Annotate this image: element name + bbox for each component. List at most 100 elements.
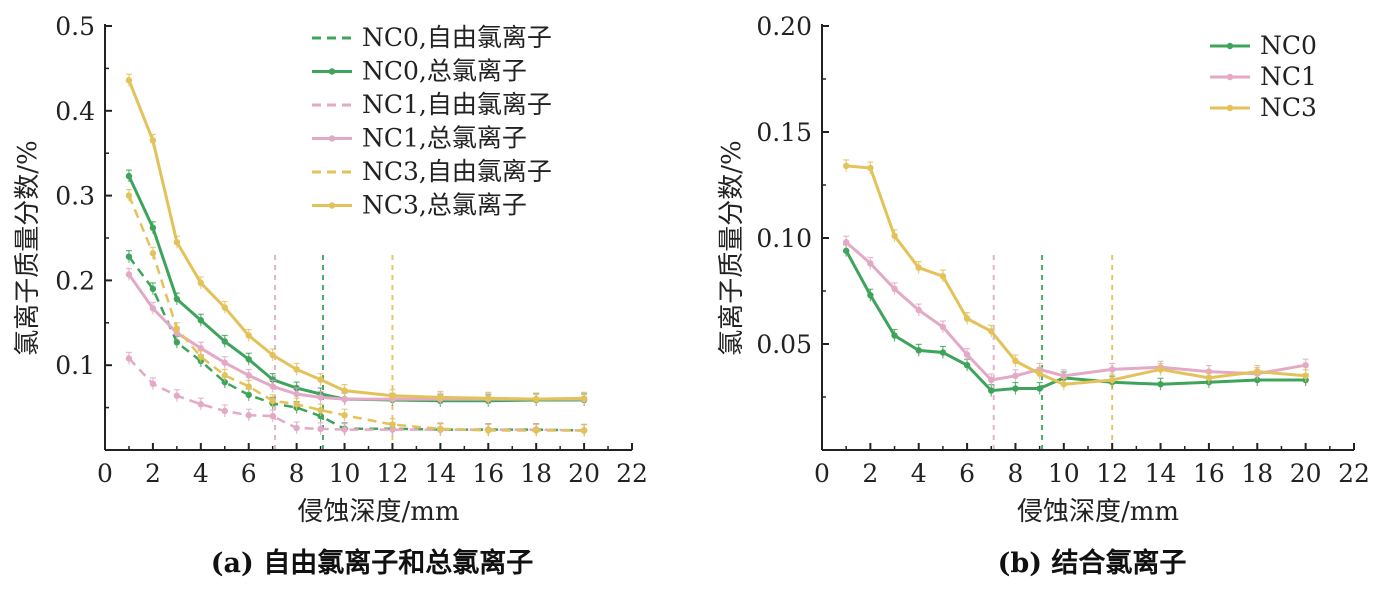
y-tick-label: 0.1 xyxy=(55,351,95,380)
data-point xyxy=(221,378,228,386)
data-point xyxy=(245,412,252,419)
legend-label: NC1,自由氯离子 xyxy=(362,90,552,119)
series-line xyxy=(127,255,585,432)
data-point xyxy=(1157,381,1164,388)
data-point xyxy=(125,77,133,84)
data-point xyxy=(341,387,348,394)
data-point xyxy=(317,394,324,401)
data-point xyxy=(293,366,300,373)
y-axis-title: 氯离子质量分数/% xyxy=(717,140,747,355)
legend-marker xyxy=(328,68,336,75)
x-tick-label: 14 xyxy=(1145,459,1177,488)
data-point xyxy=(149,305,157,312)
data-point xyxy=(245,332,252,339)
panel-caption: (b) 结合氯离子 xyxy=(998,547,1187,579)
data-point xyxy=(149,137,157,144)
data-point xyxy=(221,338,228,345)
data-point xyxy=(197,345,205,352)
data-point xyxy=(963,315,971,322)
data-point xyxy=(293,424,300,432)
data-point xyxy=(842,247,850,254)
data-point xyxy=(963,362,971,369)
y-tick-label: 0.3 xyxy=(55,182,95,211)
data-point xyxy=(269,397,276,405)
data-point xyxy=(317,376,324,383)
x-tick-label: 16 xyxy=(472,459,504,488)
data-point xyxy=(173,339,181,346)
data-point xyxy=(1036,385,1043,392)
data-point xyxy=(197,401,205,408)
data-point xyxy=(1254,368,1261,375)
data-point xyxy=(532,395,540,403)
data-point xyxy=(1012,372,1019,379)
data-point xyxy=(939,323,947,331)
x-tick-label: 2 xyxy=(145,459,161,488)
data-point xyxy=(1108,366,1116,373)
data-point xyxy=(125,172,133,180)
y-axis-title: 氯离子质量分数/% xyxy=(13,140,43,355)
x-axis-title: 侵蚀深度/mm xyxy=(1017,497,1179,527)
x-tick-label: 22 xyxy=(616,459,648,488)
series-line xyxy=(844,249,1306,393)
data-point xyxy=(269,412,276,420)
y-tick-label: 0.4 xyxy=(55,97,95,126)
data-point xyxy=(149,250,157,257)
series-line xyxy=(846,164,1306,386)
data-point xyxy=(389,421,396,428)
data-point xyxy=(1060,381,1068,388)
legend-label: NC3,总氯离子 xyxy=(362,191,527,220)
series-line xyxy=(127,273,585,401)
data-point xyxy=(485,395,492,402)
y-tick-label: 0.15 xyxy=(756,118,812,147)
data-point xyxy=(197,279,205,287)
x-tick-label: 10 xyxy=(1048,459,1080,488)
data-point xyxy=(341,426,348,433)
data-point xyxy=(963,351,971,358)
data-point xyxy=(580,427,588,434)
x-tick-label: 22 xyxy=(1338,459,1370,488)
data-point xyxy=(891,232,898,240)
data-point xyxy=(867,260,874,267)
data-point xyxy=(125,271,133,278)
x-tick-label: 0 xyxy=(814,459,830,488)
data-point xyxy=(988,387,995,394)
data-point xyxy=(245,356,252,363)
data-point xyxy=(1254,376,1261,384)
data-point xyxy=(197,353,205,360)
data-point xyxy=(317,425,324,432)
panel-a-chart: 0 2 4 6 8 10 12 14 16 18 20 22 0.1 0.2 0.3 0.4 0.5 侵蚀深度/m… xyxy=(13,12,648,579)
data-point xyxy=(437,425,444,432)
legend-label: NC1 xyxy=(1260,62,1317,91)
x-tick-label: 20 xyxy=(568,459,600,488)
data-point xyxy=(293,390,300,398)
data-point xyxy=(317,406,324,414)
data-point xyxy=(1012,385,1019,392)
data-point xyxy=(173,325,181,332)
data-point xyxy=(125,355,133,362)
panel-caption: (a) 自由氯离子和总氯离子 xyxy=(211,547,533,579)
data-point xyxy=(867,292,874,299)
data-point xyxy=(269,351,276,359)
data-point xyxy=(341,412,348,419)
x-tick-label: 2 xyxy=(862,459,878,488)
legend-label: NC3 xyxy=(1260,93,1317,122)
x-tick-label: 4 xyxy=(911,459,927,488)
data-point xyxy=(221,304,228,311)
data-point xyxy=(988,376,995,384)
data-point xyxy=(221,372,228,379)
data-point xyxy=(1302,372,1309,379)
data-point xyxy=(341,395,348,403)
legend-label: NC3,自由氯离子 xyxy=(362,157,552,186)
data-point xyxy=(842,162,850,170)
data-point xyxy=(173,392,181,399)
data-point xyxy=(269,376,276,383)
legend-marker xyxy=(328,135,336,142)
data-point xyxy=(867,164,874,172)
legend-marker xyxy=(1226,104,1234,112)
legend-label: NC0,总氯离子 xyxy=(362,57,527,86)
data-point xyxy=(125,192,133,199)
data-point xyxy=(1157,366,1164,373)
data-point xyxy=(149,285,157,293)
x-tick-label: 6 xyxy=(241,459,257,488)
